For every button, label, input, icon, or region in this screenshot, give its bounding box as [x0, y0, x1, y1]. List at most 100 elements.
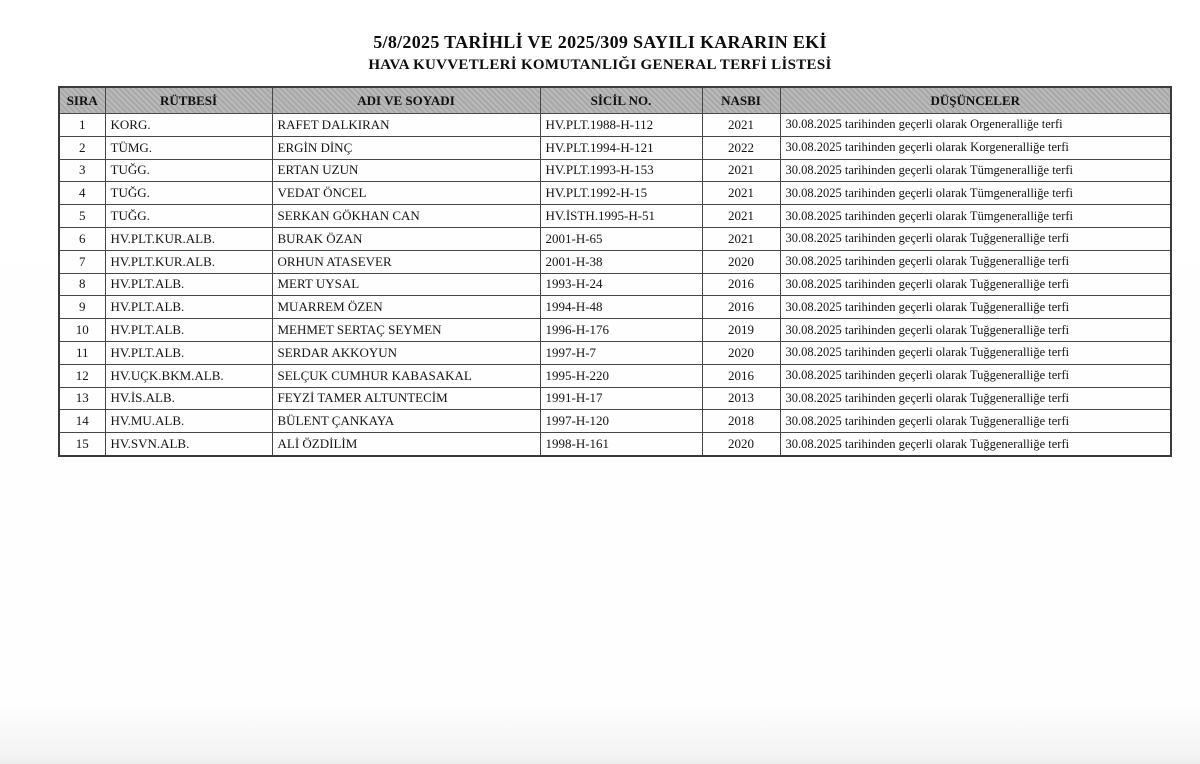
nasbi-cell: 2021 [701, 226, 781, 251]
sira-cell: 8 [58, 272, 106, 297]
sicil-cell: 2001-H-65 [539, 226, 703, 251]
sicil-cell: HV.PLT.1993-H-153 [539, 158, 703, 183]
rutbe-cell: HV.PLT.ALB. [104, 272, 273, 297]
rutbe-cell: HV.PLT.ALB. [104, 340, 273, 365]
dusunceler-cell: 30.08.2025 tarihinden geçerli olarak Tuğ… [779, 318, 1172, 342]
rutbe-cell: TÜMG. [104, 135, 273, 160]
name-cell: ORHUN ATASEVER [271, 249, 541, 274]
dusunceler-cell: 30.08.2025 tarihinden geçerli olarak Tüm… [779, 181, 1172, 206]
sicil-cell: 1994-H-48 [539, 295, 703, 320]
rutbe-cell: TUĞG. [104, 204, 273, 228]
nasbi-cell: 2021 [701, 181, 781, 206]
table-row: 1 KORG. RAFET DALKIRAN HV.PLT.1988-H-112 202… [58, 113, 1172, 137]
name-cell: MUARREM ÖZEN [271, 295, 541, 320]
name-cell: ERGİN DİNÇ [271, 135, 541, 160]
table-row: 4 TUĞG. VEDAT ÖNCEL HV.PLT.1992-H-15 2021 30.… [58, 181, 1172, 206]
name-cell: SERKAN GÖKHAN CAN [271, 204, 541, 228]
rutbe-cell: TUĞG. [104, 181, 273, 206]
sicil-cell: HV.PLT.1988-H-112 [539, 113, 703, 137]
dusunceler-cell: 30.08.2025 tarihinden geçerli olarak Kor… [779, 135, 1172, 160]
column-header-sira: SIRA [58, 86, 106, 114]
sicil-cell: 1997-H-120 [539, 409, 703, 434]
rutbe-cell: HV.PLT.KUR.ALB. [104, 226, 273, 251]
sira-cell: 15 [58, 432, 106, 457]
sicil-cell: 1997-H-7 [539, 340, 703, 365]
nasbi-cell: 2021 [701, 204, 781, 228]
sira-cell: 3 [58, 158, 106, 183]
column-header-adi-soyadi: ADI VE SOYADI [271, 86, 541, 114]
sicil-cell: 1991-H-17 [539, 386, 703, 411]
table-row: 13 HV.İS.ALB. FEYZİ TAMER ALTUNTECİM 1991-H… [58, 386, 1172, 411]
name-cell: VEDAT ÖNCEL [271, 181, 541, 206]
name-cell: RAFET DALKIRAN [271, 113, 541, 137]
name-cell: MERT UYSAL [271, 272, 541, 297]
table-row: 6 HV.PLT.KUR.ALB. BURAK ÖZAN 2001-H-65 2021 3… [58, 226, 1172, 251]
rutbe-cell: KORG. [104, 113, 273, 137]
nasbi-cell: 2020 [701, 432, 781, 457]
sira-cell: 2 [58, 135, 106, 160]
sira-cell: 11 [58, 340, 106, 365]
sicil-cell: 2001-H-38 [539, 249, 703, 274]
dusunceler-cell: 30.08.2025 tarihinden geçerli olarak Tuğ… [779, 226, 1172, 251]
sicil-cell: 1995-H-220 [539, 363, 703, 388]
sira-cell: 5 [58, 204, 106, 228]
dusunceler-cell: 30.08.2025 tarihinden geçerli olarak Tuğ… [779, 363, 1172, 388]
nasbi-cell: 2016 [701, 272, 781, 297]
dusunceler-cell: 30.08.2025 tarihinden geçerli olarak Tuğ… [779, 249, 1172, 274]
dusunceler-cell: 30.08.2025 tarihinden geçerli olarak Tuğ… [779, 272, 1172, 297]
dusunceler-cell: 30.08.2025 tarihinden geçerli olarak Tuğ… [779, 432, 1172, 457]
sira-cell: 4 [58, 181, 106, 206]
name-cell: SERDAR AKKOYUN [271, 340, 541, 365]
table-header-row: SIRA RÜTBESİ ADI VE SOYADI SİCİL NO. NAS… [58, 86, 1172, 114]
table-row: 8 HV.PLT.ALB. MERT UYSAL 1993-H-24 2016 30.08… [58, 272, 1172, 297]
table-row: 14 HV.MU.ALB. BÜLENT ÇANKAYA 1997-H-120 2018… [58, 409, 1172, 434]
column-header-dusunceler: DÜŞÜNCELER [779, 86, 1172, 114]
sicil-cell: 1996-H-176 [539, 318, 703, 342]
dusunceler-cell: 30.08.2025 tarihinden geçerli olarak Tüm… [779, 204, 1172, 228]
name-cell: SELÇUK CUMHUR KABASAKAL [271, 363, 541, 388]
name-cell: BÜLENT ÇANKAYA [271, 409, 541, 434]
rutbe-cell: HV.PLT.ALB. [104, 295, 273, 320]
rutbe-cell: HV.İS.ALB. [104, 386, 273, 411]
name-cell: MEHMET SERTAÇ SEYMEN [271, 318, 541, 342]
name-cell: FEYZİ TAMER ALTUNTECİM [271, 386, 541, 411]
sira-cell: 10 [58, 318, 106, 342]
sicil-cell: HV.PLT.1992-H-15 [539, 181, 703, 206]
sicil-cell: HV.PLT.1994-H-121 [539, 135, 703, 160]
table-row: 11 HV.PLT.ALB. SERDAR AKKOYUN 1997-H-7 2020 3… [58, 340, 1172, 365]
name-cell: ERTAN UZUN [271, 158, 541, 183]
sira-cell: 12 [58, 363, 106, 388]
rutbe-cell: HV.PLT.KUR.ALB. [104, 249, 273, 274]
table-row: 3 TUĞG. ERTAN UZUN HV.PLT.1993-H-153 2021 30.… [58, 158, 1172, 183]
nasbi-cell: 2020 [701, 340, 781, 365]
column-header-nasbi: NASBI [701, 86, 781, 114]
nasbi-cell: 2013 [701, 386, 781, 411]
document-title: 5/8/2025 TARİHLİ VE 2025/309 SAYILI KARA… [373, 32, 827, 52]
nasbi-cell: 2016 [701, 295, 781, 320]
title-block: 5/8/2025 TARİHLİ VE 2025/309 SAYILI KARA… [0, 32, 1200, 74]
nasbi-cell: 2016 [701, 363, 781, 388]
dusunceler-cell: 30.08.2025 tarihinden geçerli olarak Tuğ… [779, 295, 1172, 320]
table-row: 5 TUĞG. SERKAN GÖKHAN CAN HV.İSTH.1995-H-51… [58, 204, 1172, 228]
table-body: 1 KORG. RAFET DALKIRAN HV.PLT.1988-H-112 202… [58, 113, 1172, 457]
nasbi-cell: 2018 [701, 409, 781, 434]
sira-cell: 1 [58, 113, 106, 137]
dusunceler-cell: 30.08.2025 tarihinden geçerli olarak Org… [779, 113, 1172, 137]
dusunceler-cell: 30.08.2025 tarihinden geçerli olarak Tuğ… [779, 409, 1172, 434]
table-row: 2 TÜMG. ERGİN DİNÇ HV.PLT.1994-H-121 2022 30.… [58, 135, 1172, 160]
sira-cell: 7 [58, 249, 106, 274]
sira-cell: 9 [58, 295, 106, 320]
dusunceler-cell: 30.08.2025 tarihinden geçerli olarak Tüm… [779, 158, 1172, 183]
nasbi-cell: 2022 [701, 135, 781, 160]
table-row: 15 HV.SVN.ALB. ALİ ÖZDİLİM 1998-H-161 2020 30… [58, 432, 1172, 457]
dusunceler-cell: 30.08.2025 tarihinden geçerli olarak Tuğ… [779, 386, 1172, 411]
nasbi-cell: 2019 [701, 318, 781, 342]
dusunceler-cell: 30.08.2025 tarihinden geçerli olarak Tuğ… [779, 340, 1172, 365]
rutbe-cell: HV.PLT.ALB. [104, 318, 273, 342]
nasbi-cell: 2020 [701, 249, 781, 274]
sira-cell: 13 [58, 386, 106, 411]
rutbe-cell: HV.MU.ALB. [104, 409, 273, 434]
promotion-table: SIRA RÜTBESİ ADI VE SOYADI SİCİL NO. NAS… [58, 86, 1172, 457]
document-subtitle: HAVA KUVVETLERİ KOMUTANLIĞI GENERAL TERF… [368, 57, 832, 73]
